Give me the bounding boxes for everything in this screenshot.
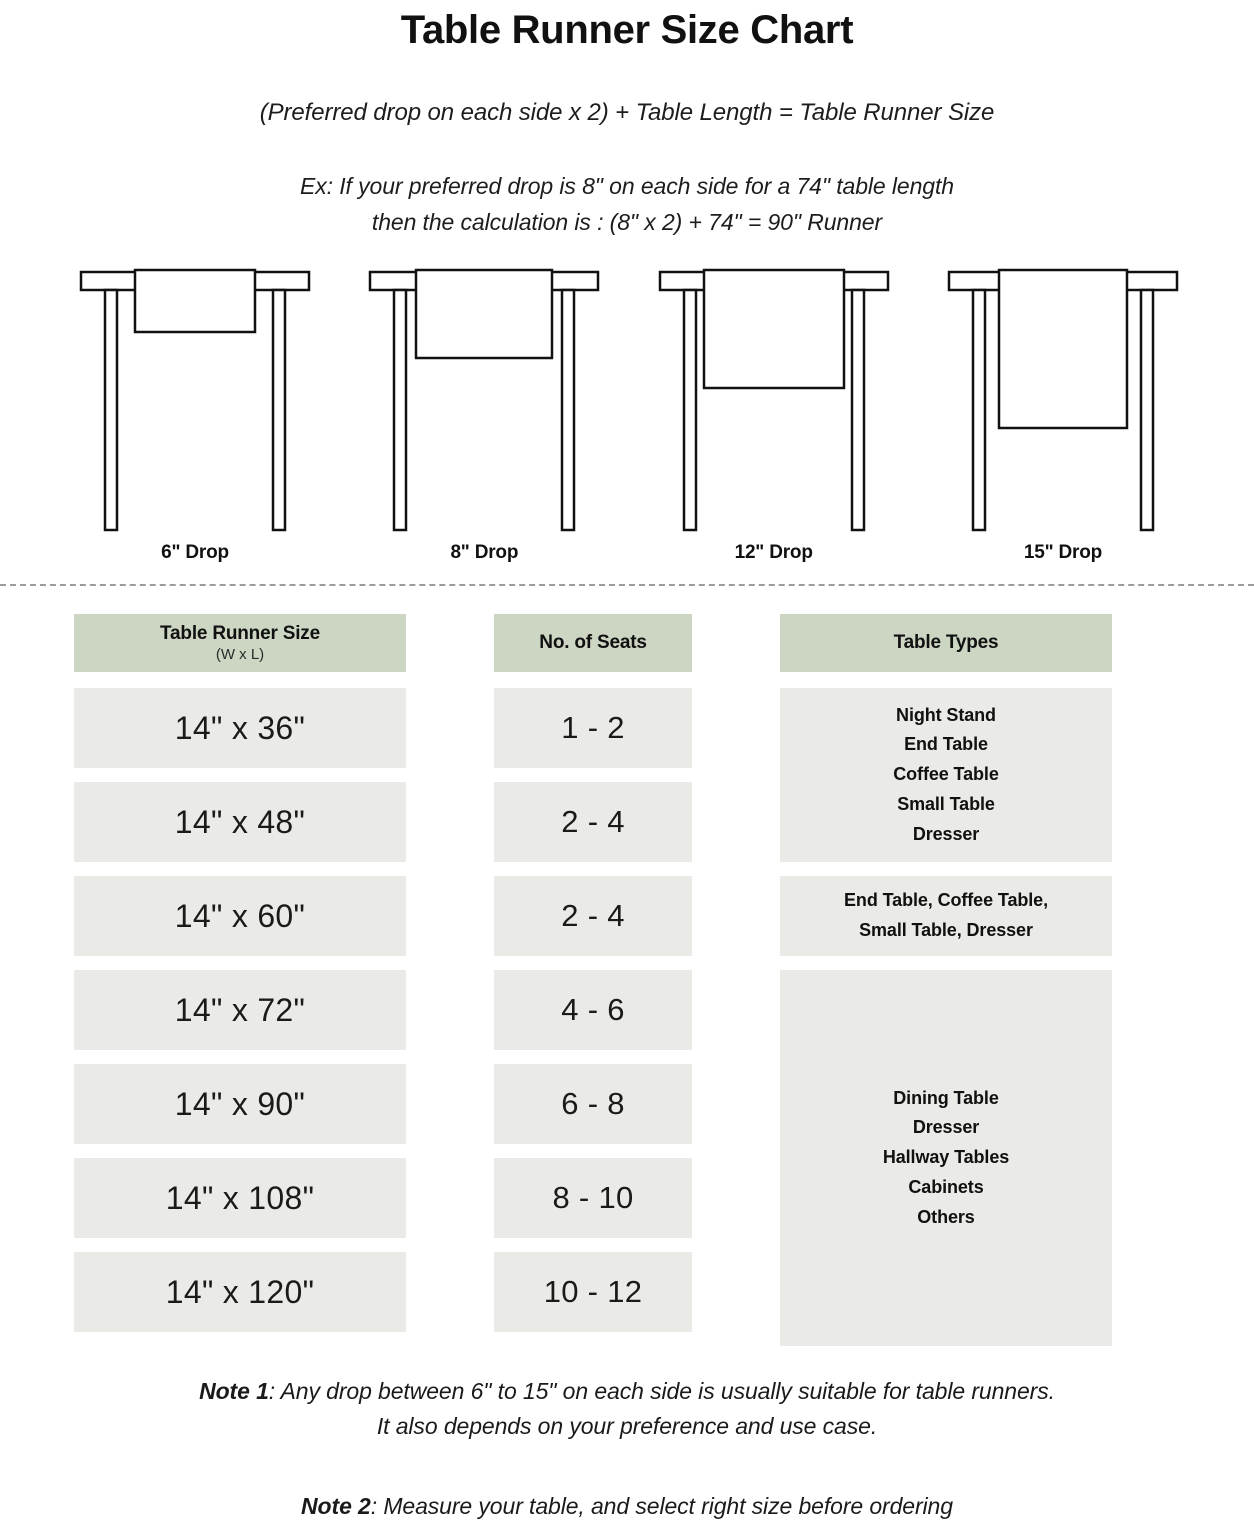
table-runner-illustration-6 [79,269,311,532]
table-row: 14" x 72" [74,970,406,1051]
diagram-8-drop: 8" Drop [349,264,619,564]
diagram-15-drop: 15" Drop [928,264,1198,564]
table-row: 14" x 36" [74,688,406,769]
table-type-item: Dining Table [893,1087,999,1108]
table-row: 14" x 108" [74,1158,406,1239]
table-types-group: End Table, Coffee Table, Small Table, Dr… [780,876,1112,957]
notes-section: Note 1: Any drop between 6" to 15" on ea… [0,1374,1254,1524]
table-row: 14" x 90" [74,1064,406,1145]
formula-block: (Preferred drop on each side x 2) + Tabl… [0,99,1254,240]
table-type-item: Hallway Tables [882,1147,1010,1168]
table-type-item: Dresser [912,1117,980,1138]
table-runner-illustration-12 [658,269,889,532]
table-type-item: Cabinets [908,1177,984,1198]
note-1: Note 1: Any drop between 6" to 15" on ea… [56,1374,1198,1443]
header-runner-size: Table Runner Size (W x L) [74,614,406,673]
table-row: 8 - 10 [494,1158,692,1239]
diagram-label-6: 6" Drop [161,542,229,564]
table-types-group: Dining Table Dresser Hallway Tables Cabi… [780,970,1112,1347]
example-line-1: Ex: If your preferred drop is 8" on each… [300,173,954,199]
table-row: 14" x 60" [74,876,406,957]
note-2-tag: Note 2 [301,1493,371,1520]
diagram-label-8: 8" Drop [450,542,519,564]
table-row: 4 - 6 [494,970,692,1051]
page-title: Table Runner Size Chart [400,8,854,52]
table-types-group: Night Stand End Table Coffee Table Small… [780,688,1112,863]
column-runner-size: Table Runner Size (W x L) 14" x 36" 14" … [74,614,406,1346]
note-2-body: : Measure your table, and select right s… [370,1493,953,1520]
column-table-types: Table Types Night Stand End Table Coffee… [780,614,1112,1360]
diagram-label-15: 15" Drop [1023,542,1103,564]
header-table-types-label: Table Types [893,632,999,654]
diagram-6-drop: 6" Drop [60,264,330,564]
note-1-body: : Any drop between 6" to 15" on each sid… [268,1378,1055,1405]
table-row: 1 - 2 [494,688,692,769]
table-type-item: Others [917,1207,975,1228]
diagram-12-drop: 12" Drop [639,264,909,564]
header-seats-label: No. of Seats [539,632,647,654]
formula-text: (Preferred drop on each side x 2) + Tabl… [259,99,995,126]
table-runner-illustration-15 [947,269,1179,532]
table-row: 14" x 120" [74,1252,406,1333]
note-1-body-2: It also depends on your preference and u… [376,1412,878,1439]
table-row: 6 - 8 [494,1064,692,1145]
header-runner-size-label: Table Runner Size [160,623,320,645]
note-2: Note 2: Measure your table, and select r… [56,1489,1198,1524]
table-type-item: Small Table, Dresser [859,920,1033,941]
example-block: Ex: If your preferred drop is 8" on each… [0,169,1254,240]
table-runner-illustration-8 [369,269,600,532]
size-table: Table Runner Size (W x L) 14" x 36" 14" … [0,614,1254,1360]
table-row: 2 - 4 [494,782,692,863]
table-type-item: End Table [904,734,988,755]
table-type-item: End Table, Coffee Table, [844,890,1048,911]
header-table-types: Table Types [780,614,1112,673]
table-type-item: Coffee Table [893,764,999,785]
table-row: 10 - 12 [494,1252,692,1333]
header-runner-size-sublabel: (W x L) [215,646,265,664]
header-seats: No. of Seats [494,614,692,673]
table-type-item: Small Table [897,794,995,815]
column-seats: No. of Seats 1 - 2 2 - 4 2 - 4 4 - 6 6 -… [494,614,692,1346]
diagram-label-12: 12" Drop [734,542,813,564]
section-divider [0,584,1254,587]
table-row: 2 - 4 [494,876,692,957]
example-line-2: then the calculation is : (8" x 2) + 74"… [371,208,883,235]
note-1-tag: Note 1 [199,1378,269,1405]
table-type-item: Dresser [912,824,980,845]
table-row: 14" x 48" [74,782,406,863]
table-type-item: Night Stand [896,704,996,725]
drop-diagrams: 6" Drop 8" Drop [0,264,1254,564]
